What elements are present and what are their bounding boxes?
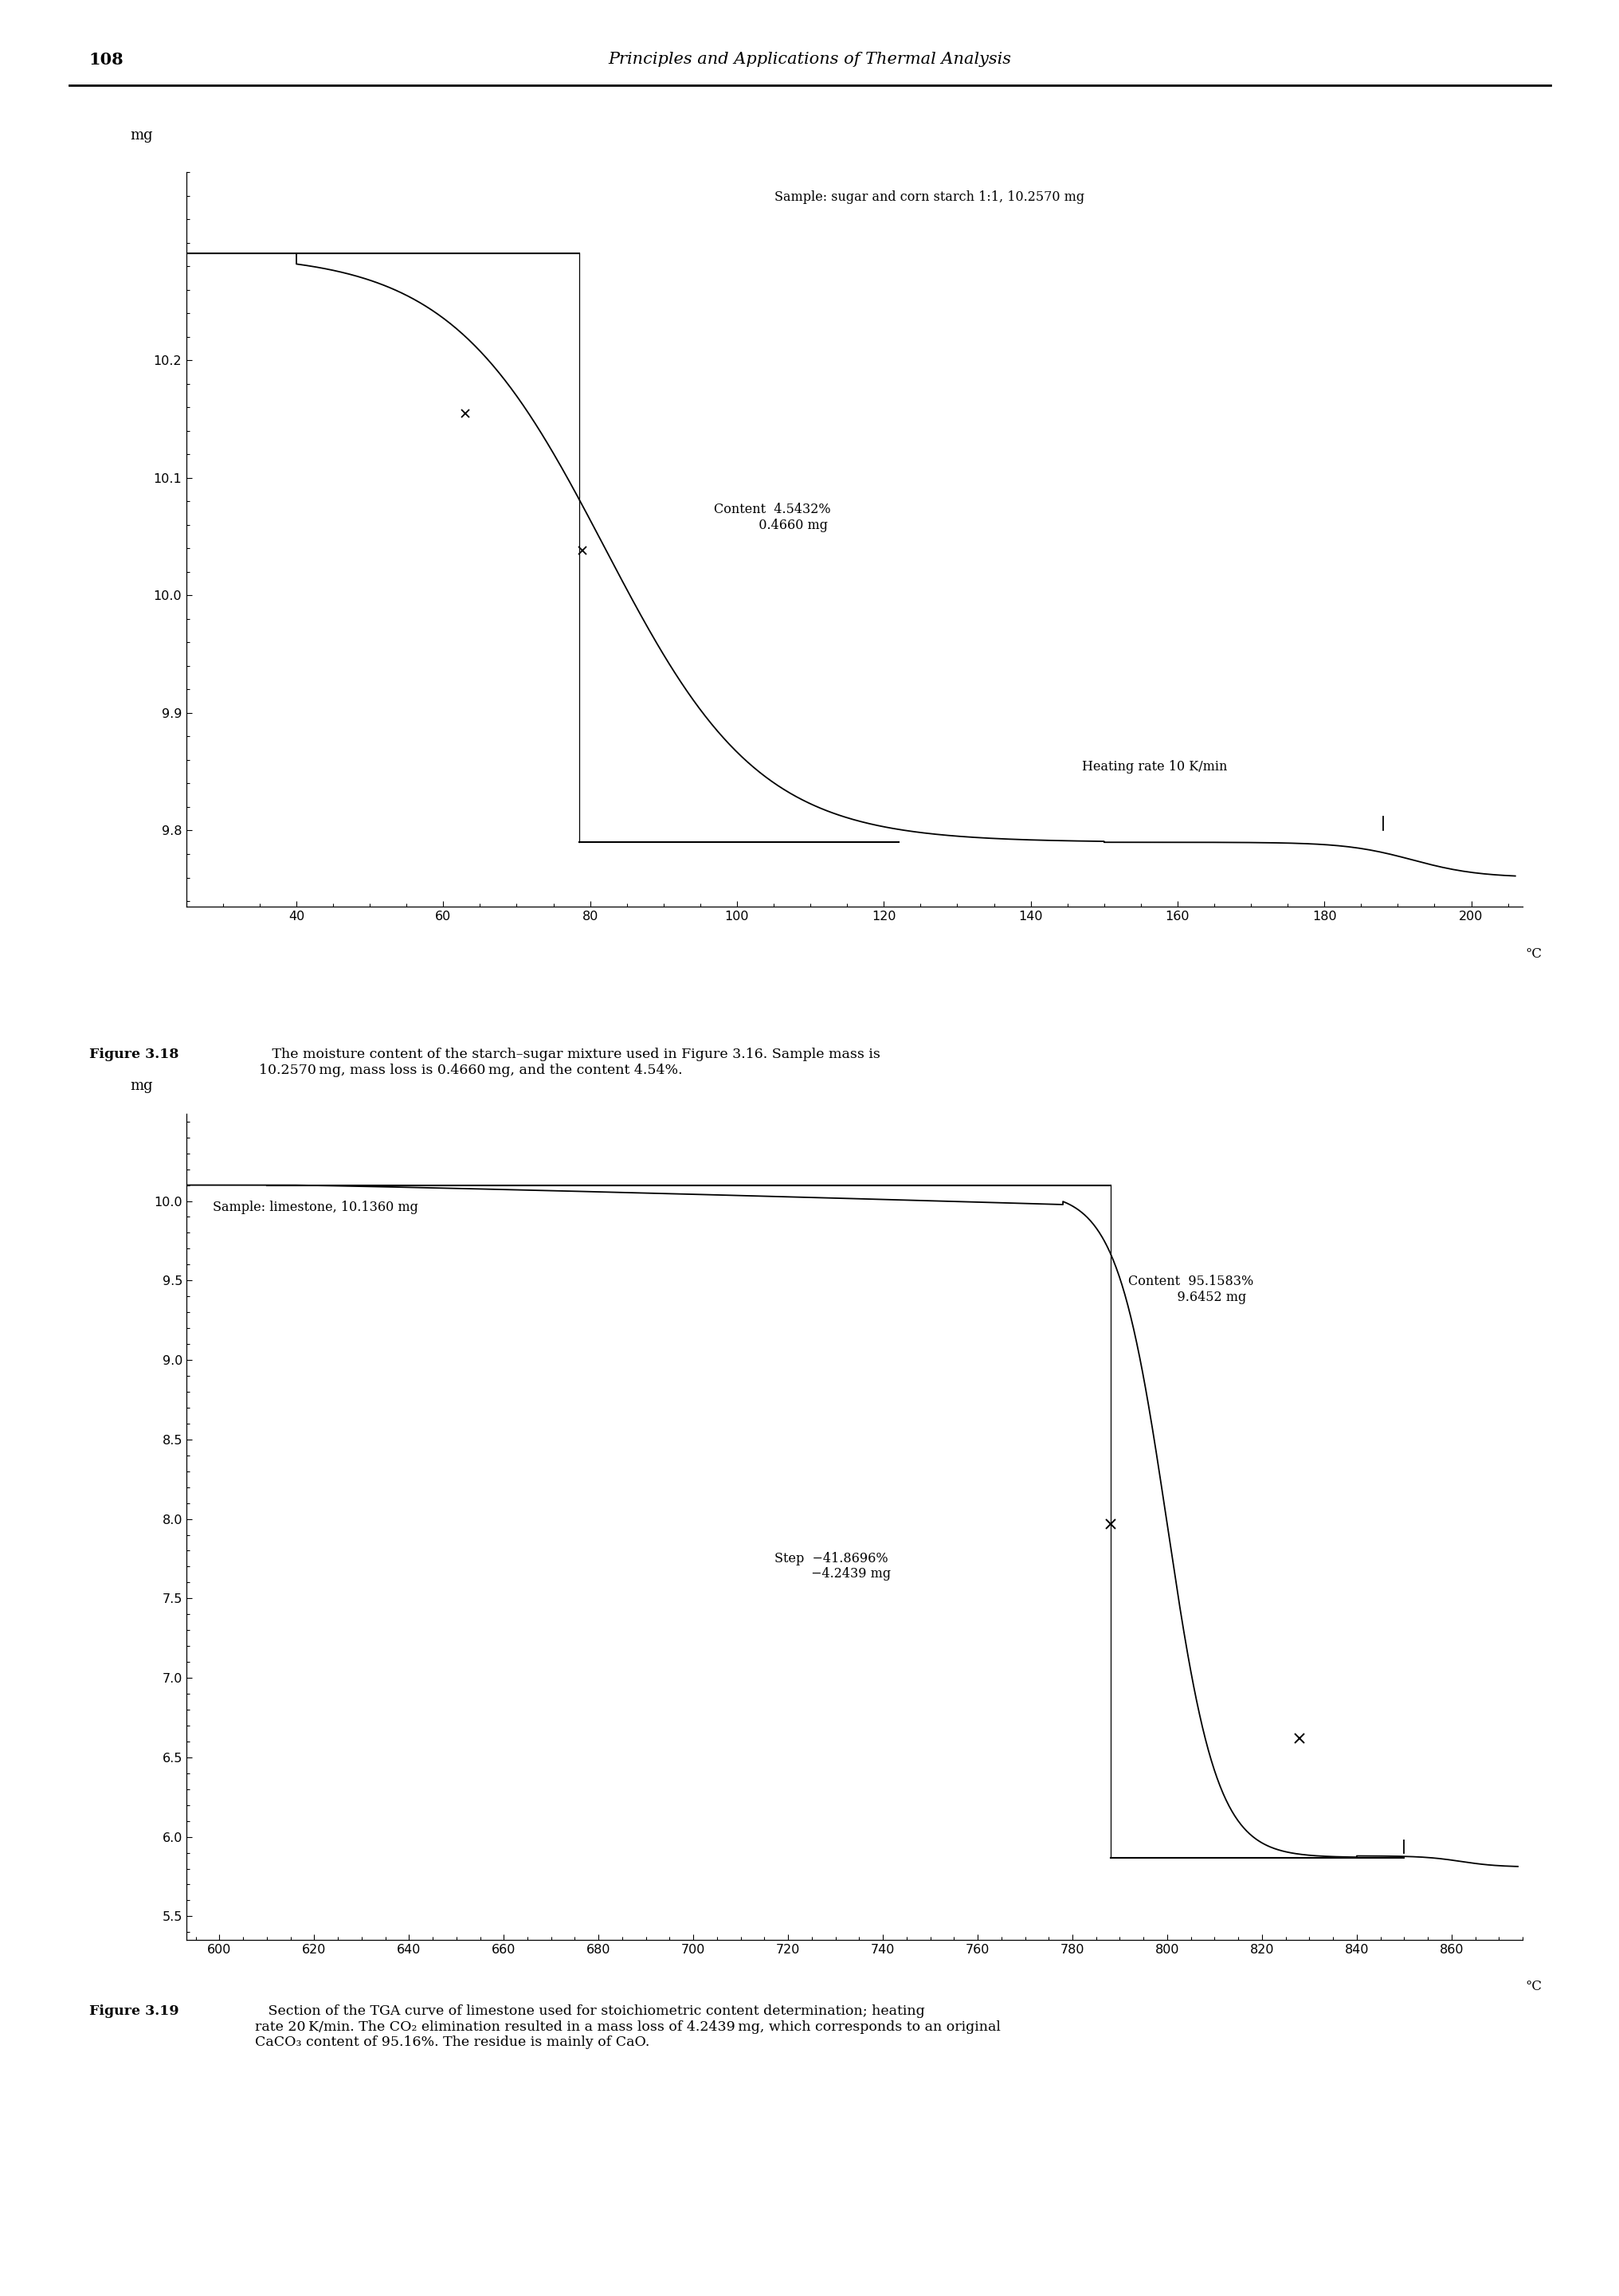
Text: Sample: limestone, 10.1360 mg: Sample: limestone, 10.1360 mg xyxy=(214,1201,418,1215)
Text: Section of the TGA curve of limestone used for stoichiometric content determinat: Section of the TGA curve of limestone us… xyxy=(254,2004,1001,2050)
Text: Figure 3.18: Figure 3.18 xyxy=(89,1047,178,1061)
Text: Figure 3.19: Figure 3.19 xyxy=(89,2004,178,2018)
Text: mg: mg xyxy=(130,129,152,142)
Text: °C: °C xyxy=(1525,948,1541,960)
Text: mg: mg xyxy=(130,1079,152,1093)
Text: Sample: sugar and corn starch 1:1, 10.2570 mg: Sample: sugar and corn starch 1:1, 10.25… xyxy=(774,191,1083,204)
Text: Content  95.1583%
            9.6452 mg: Content 95.1583% 9.6452 mg xyxy=(1128,1274,1253,1304)
Text: Content  4.5432%
           0.4660 mg: Content 4.5432% 0.4660 mg xyxy=(714,503,831,533)
Text: The moisture content of the starch–sugar mixture used in Figure 3.16. Sample mas: The moisture content of the starch–sugar… xyxy=(259,1047,881,1077)
Text: 108: 108 xyxy=(89,53,123,67)
Text: °C: °C xyxy=(1525,1979,1541,1993)
Text: Heating rate 10 K/min: Heating rate 10 K/min xyxy=(1081,760,1226,774)
Text: Principles and Applications of Thermal Analysis: Principles and Applications of Thermal A… xyxy=(609,53,1010,67)
Text: Step  −41.8696%
         −4.2439 mg: Step −41.8696% −4.2439 mg xyxy=(774,1552,890,1580)
